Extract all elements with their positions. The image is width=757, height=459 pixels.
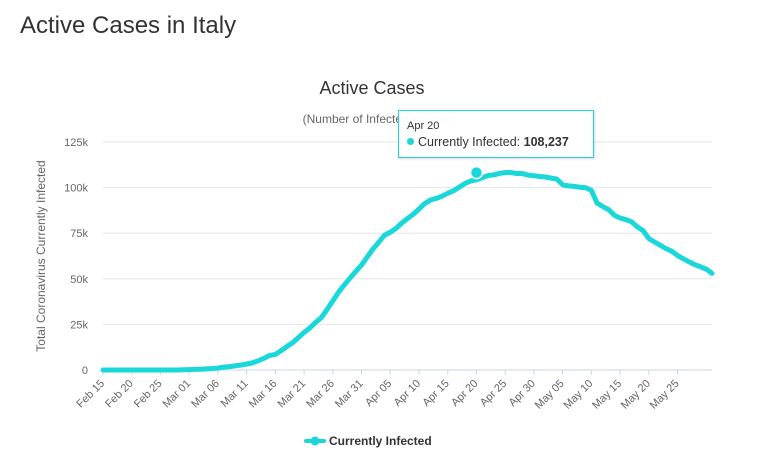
x-tick-label: Apr 05 [363, 378, 394, 409]
x-tick-label: Feb 15 [74, 378, 107, 411]
x-tick-label: May 05 [533, 378, 567, 412]
x-tick-label: Apr 15 [420, 378, 451, 409]
tooltip-series-name: Currently Infected [418, 135, 517, 149]
x-tick-label: Apr 20 [449, 378, 480, 409]
x-tick-label: Mar 21 [276, 378, 309, 411]
legend-series-label: Currently Infected [329, 434, 432, 448]
x-tick-label: May 20 [619, 378, 653, 412]
tooltip-row: Currently Infected: 108,237 [407, 135, 569, 149]
highlight-point[interactable] [469, 165, 484, 180]
tooltip-date: Apr 20 [407, 120, 440, 132]
y-tick-label: 25k [70, 319, 88, 331]
x-tick-label: Mar 16 [247, 378, 280, 411]
tooltip-value: 108,237 [523, 135, 569, 149]
y-tick-label: 125k [64, 137, 88, 149]
x-tick-label: Mar 31 [333, 378, 366, 411]
x-tick-label: Mar 11 [219, 378, 251, 410]
y-axis-label: Total Coronavirus Currently Infected [34, 160, 48, 351]
tooltip: Apr 20 Currently Infected: 108,237 [398, 110, 594, 158]
page-title: Active Cases in Italy [20, 12, 237, 39]
x-tick-label: Mar 26 [304, 378, 337, 411]
x-tick-label: Apr 25 [478, 378, 509, 409]
x-tick-label: May 15 [590, 378, 624, 412]
legend-series-marker-icon [310, 436, 320, 446]
x-tick-label: May 10 [561, 378, 595, 412]
chart-title: Active Cases [319, 78, 424, 98]
x-tick-label: Apr 10 [392, 378, 423, 409]
y-tick-label: 0 [82, 365, 88, 377]
tooltip-series-dot-icon [407, 138, 414, 145]
y-tick-label: 75k [70, 228, 88, 240]
x-tick-label: Feb 20 [103, 378, 136, 411]
x-tick-label: May 25 [648, 378, 682, 412]
legend[interactable]: Currently Infected [304, 434, 432, 448]
series-line-currently-infected[interactable] [100, 170, 715, 373]
y-tick-label: 100k [64, 183, 88, 195]
x-tick-label: Feb 25 [132, 378, 165, 411]
x-tick-label: Mar 06 [189, 378, 222, 411]
y-tick-label: 50k [70, 274, 88, 286]
x-tick-label: Mar 01 [161, 378, 194, 411]
